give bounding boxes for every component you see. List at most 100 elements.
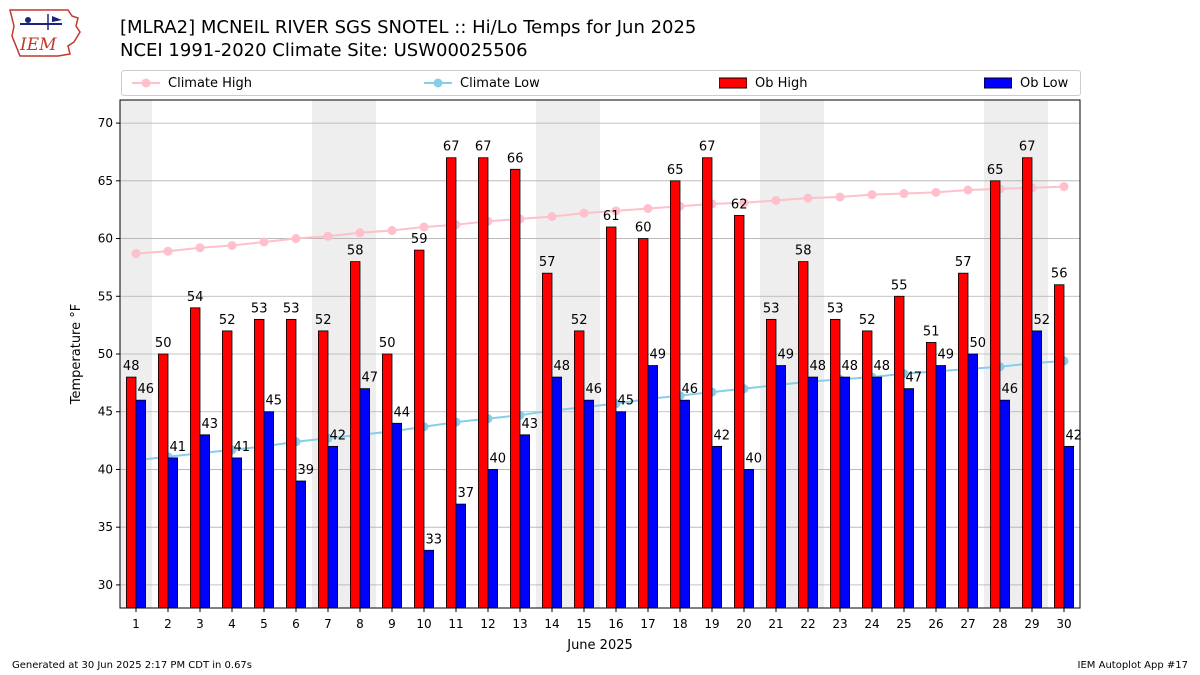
y-tick-label: 65 — [98, 174, 113, 188]
ob-high-label: 50 — [155, 336, 172, 351]
ob-high-bar — [990, 180, 1001, 609]
x-tick-label: 19 — [704, 617, 719, 631]
ob-high-bar — [157, 353, 169, 609]
ob-high-label: 58 — [347, 244, 364, 259]
ob-low-bar — [455, 503, 467, 609]
ob-low-label: 42 — [330, 428, 347, 443]
ob-high-label: 53 — [827, 301, 844, 316]
ob-low-label: 48 — [554, 359, 571, 374]
climate-high-point — [195, 243, 205, 253]
climate-high-point — [131, 249, 141, 259]
climate-high-point — [963, 185, 973, 195]
x-tick-label: 21 — [768, 617, 783, 631]
climate-high-point — [867, 190, 877, 200]
ob-low-label: 48 — [842, 359, 859, 374]
ob-low-bar — [583, 399, 595, 609]
x-tick-label: 1 — [132, 617, 140, 631]
ob-high-bar — [606, 226, 617, 609]
gridlines — [120, 122, 1080, 586]
ob-low-bar — [423, 549, 435, 609]
ob-low-label: 41 — [170, 440, 187, 455]
x-tick-label: 26 — [928, 617, 943, 631]
climate-high-point — [291, 234, 301, 244]
ob-low-label: 46 — [138, 382, 155, 397]
climate-high-point — [931, 187, 941, 197]
ob-low-label: 40 — [746, 451, 763, 466]
ob-low-bar — [135, 399, 147, 609]
ob-low-bar — [839, 376, 851, 609]
x-tick-label: 10 — [416, 617, 431, 631]
ob-high-bar — [221, 330, 233, 609]
ob-high-label: 67 — [699, 140, 716, 155]
climate-high-swatch — [132, 78, 160, 88]
y-tick-label: 55 — [98, 289, 113, 303]
ob-low-label: 43 — [202, 417, 219, 432]
plot-frame — [119, 99, 1081, 609]
ob-low-label: 42 — [714, 428, 731, 443]
ob-low-label: 42 — [1066, 428, 1083, 443]
x-tick-label: 18 — [672, 617, 687, 631]
ob-low-label: 40 — [490, 451, 507, 466]
ob-low-label: 48 — [810, 359, 827, 374]
ob-low-bar — [327, 445, 339, 609]
x-tick-label: 6 — [292, 617, 300, 631]
legend-item-climate-low: Climate Low — [424, 71, 540, 95]
ob-low-bar — [647, 365, 659, 609]
ob-high-label: 58 — [795, 244, 812, 259]
x-tick-label: 16 — [608, 617, 623, 631]
ob-high-label: 65 — [667, 163, 684, 178]
climate-low-swatch — [424, 78, 452, 88]
ob-low-bar — [615, 411, 627, 609]
ob-low-label: 41 — [234, 440, 251, 455]
ob-high-bar — [477, 157, 489, 609]
climate-high-point — [259, 237, 269, 247]
ob-low-label: 39 — [298, 463, 315, 478]
ob-high-bar — [189, 307, 201, 609]
ob-high-bar — [734, 215, 745, 609]
ob-low-label: 50 — [970, 336, 987, 351]
ob-low-label: 45 — [266, 394, 283, 409]
climate-high-point — [1059, 182, 1069, 192]
ob-high-label: 67 — [443, 140, 460, 155]
climate-high-point — [355, 228, 365, 238]
ob-high-bar — [509, 168, 521, 609]
ob-high-label: 54 — [187, 290, 204, 305]
ob-high-label: 57 — [539, 255, 556, 270]
ob-low-label: 46 — [586, 382, 603, 397]
x-tick-label: 27 — [960, 617, 975, 631]
x-tick-label: 2 — [164, 617, 172, 631]
ob-low-label: 37 — [458, 486, 475, 501]
ob-low-label: 33 — [426, 532, 443, 547]
climate-high-point — [227, 240, 237, 250]
legend-label: Climate High — [168, 75, 253, 91]
iem-logo: IEM — [8, 6, 84, 64]
ob-low-bar — [903, 388, 915, 609]
ob-low-label: 48 — [874, 359, 891, 374]
x-tick-label: 9 — [388, 617, 396, 631]
ob-high-label: 52 — [859, 313, 876, 328]
climate-high-point — [163, 246, 173, 256]
x-tick-label: 12 — [480, 617, 495, 631]
ob-low-swatch — [984, 77, 1012, 89]
ob-low-bar — [871, 376, 883, 609]
x-tick-label: 3 — [196, 617, 204, 631]
legend-item-ob-low: Ob Low — [984, 71, 1068, 95]
y-tick-label: 30 — [98, 578, 113, 592]
climate-high-point — [803, 193, 813, 203]
ob-low-label: 44 — [394, 405, 411, 420]
ob-high-label: 59 — [411, 232, 428, 247]
ob-high-bar — [1054, 284, 1065, 609]
ob-high-label: 52 — [315, 313, 332, 328]
climate-high-point — [611, 206, 621, 216]
chart-legend: Climate High Climate Low Ob High Ob Low — [121, 70, 1081, 96]
ob-low-bar — [999, 399, 1011, 609]
ob-low-label: 46 — [1002, 382, 1019, 397]
climate-high-point — [323, 231, 333, 241]
ob-high-bar — [349, 261, 361, 609]
ob-high-label: 61 — [603, 209, 620, 224]
x-tick-label: 17 — [640, 617, 655, 631]
bar-value-labels: 48 46 50 41 54 43 52 41 53 45 53 39 52 42 58 47 50 44 59 33… — [123, 140, 1082, 548]
ob-low-label: 47 — [906, 371, 923, 386]
ob-high-label: 53 — [763, 301, 780, 316]
